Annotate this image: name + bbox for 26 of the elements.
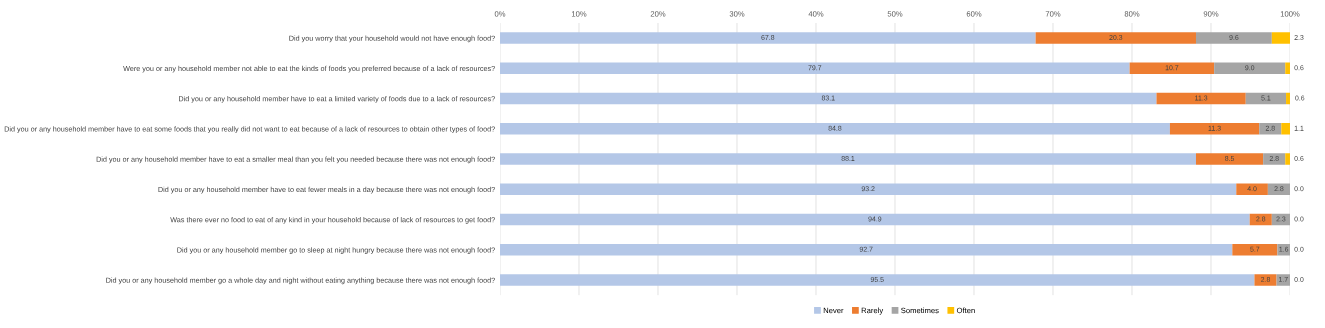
bar xyxy=(500,153,1196,165)
bar xyxy=(1271,32,1290,44)
bar xyxy=(500,244,1233,256)
bar xyxy=(1245,92,1287,105)
bar xyxy=(500,123,1170,135)
bar xyxy=(500,183,1237,196)
bar xyxy=(500,62,1130,75)
bar xyxy=(1232,244,1278,256)
bar xyxy=(1263,153,1286,165)
bar xyxy=(1259,123,1282,135)
bar xyxy=(1035,32,1196,44)
bar xyxy=(1214,62,1286,75)
bar xyxy=(1254,274,1277,286)
bar xyxy=(1129,62,1215,75)
bar xyxy=(1249,213,1272,226)
bar xyxy=(1195,153,1264,165)
bar xyxy=(1236,183,1268,196)
bar xyxy=(1277,244,1290,256)
bar xyxy=(500,32,1036,44)
bar xyxy=(500,274,1255,286)
bar xyxy=(1281,123,1290,135)
bar xyxy=(500,92,1157,105)
bar xyxy=(1169,123,1260,135)
bar xyxy=(1195,32,1272,44)
bar xyxy=(500,213,1250,226)
bar xyxy=(1156,92,1246,105)
